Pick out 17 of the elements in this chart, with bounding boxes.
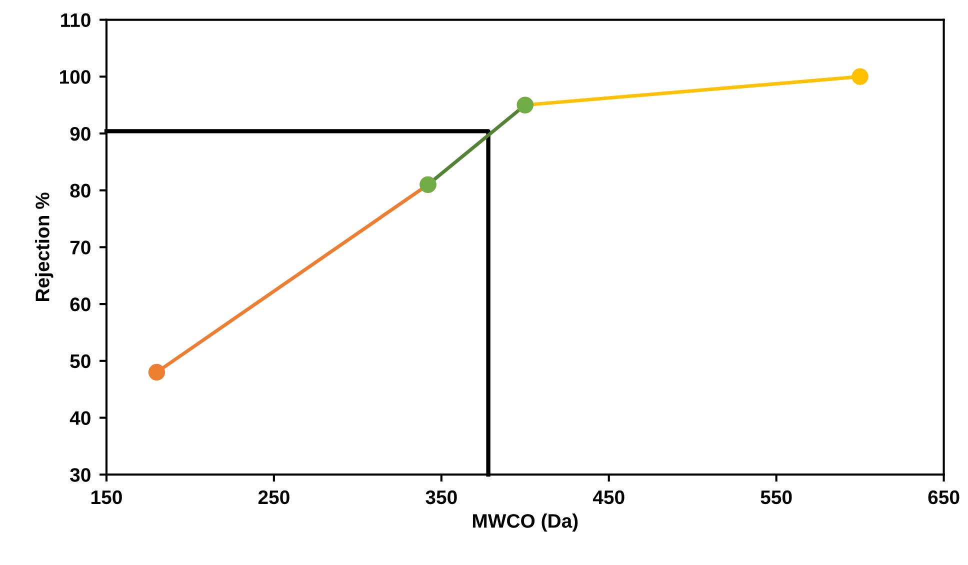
y-tick-label: 40	[70, 411, 90, 425]
y-tick-label: 30	[70, 468, 90, 482]
x-axis-title: MWCO (Da)	[472, 514, 578, 532]
x-tick-label: 150	[91, 490, 122, 504]
y-tick-label: 60	[70, 298, 90, 312]
x-tick-label: 350	[426, 490, 457, 504]
y-tick-label: 70	[70, 240, 90, 254]
x-tick-label: 550	[760, 490, 792, 504]
y-axis-title: Rejection %	[35, 192, 54, 301]
x-tick-label: 250	[258, 490, 290, 504]
x-tick-label: 450	[592, 490, 624, 504]
y-tick-label: 50	[70, 354, 90, 368]
y-tick-label: 100	[60, 70, 90, 84]
y-tick-label: 90	[70, 126, 90, 141]
y-tick-label: 110	[61, 13, 90, 28]
y-tick-label: 80	[70, 184, 90, 198]
x-tick-label: 650	[928, 490, 960, 504]
